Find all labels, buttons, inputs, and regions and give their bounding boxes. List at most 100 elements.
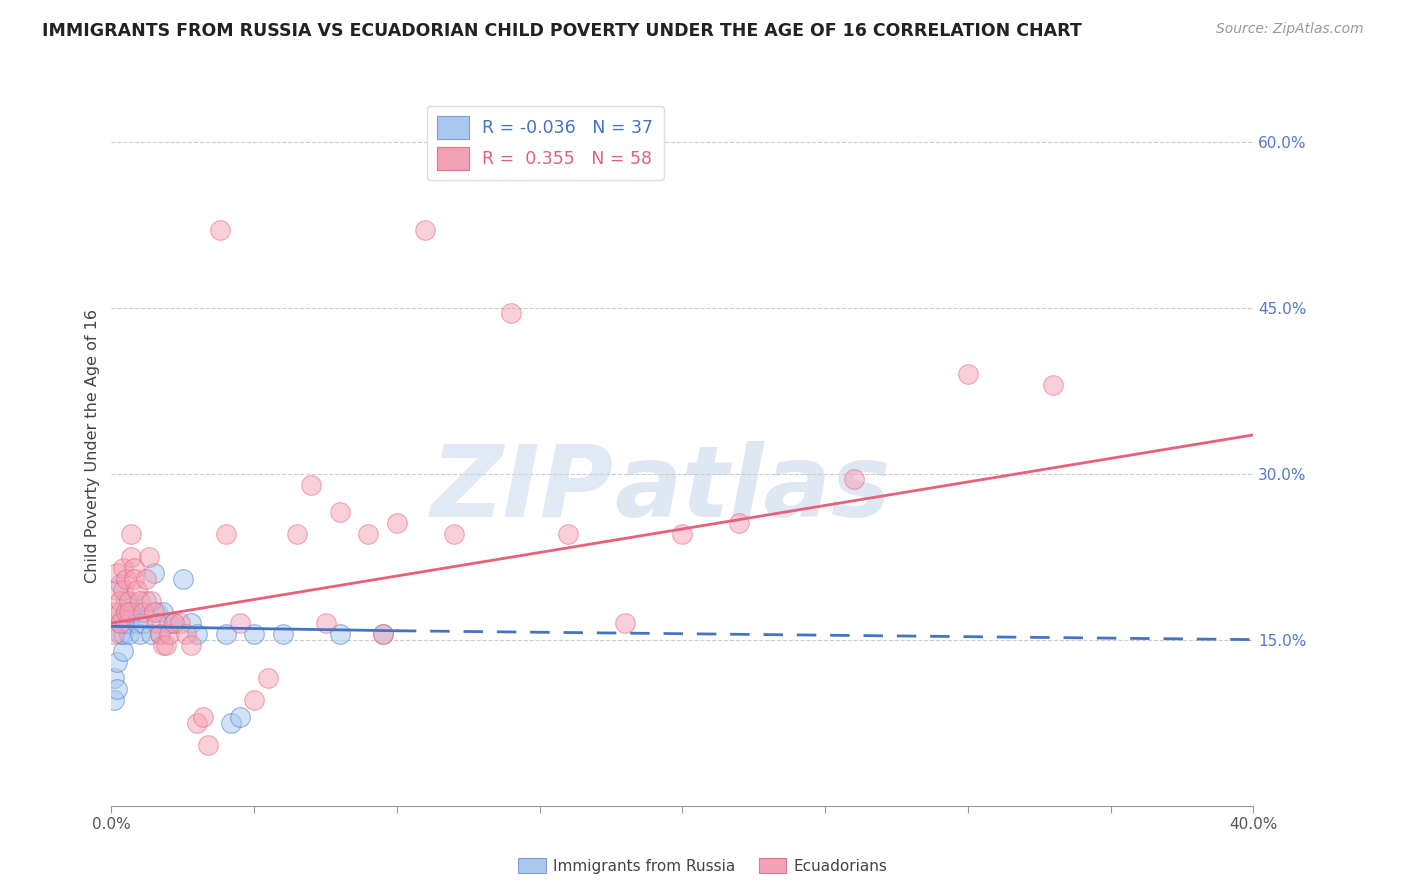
Point (169, 615, 191, 630)
Point (229, 615, 252, 630)
Point (114, 615, 136, 630)
Point (111, 627, 134, 641)
Point (299, 477, 322, 491)
Point (157, 615, 180, 630)
Point (163, 615, 186, 630)
Point (149, 627, 172, 641)
Point (138, 549, 160, 564)
Point (120, 549, 142, 564)
Point (108, 627, 131, 641)
Point (111, 643, 134, 657)
Point (111, 560, 134, 574)
Point (143, 605, 166, 619)
Point (1042, 378, 1064, 392)
Point (557, 527, 579, 541)
Point (191, 710, 214, 724)
Point (105, 682, 128, 697)
Point (257, 671, 280, 685)
Point (956, 367, 979, 381)
Point (111, 610, 134, 624)
Point (163, 615, 186, 630)
Point (614, 615, 637, 630)
Point (132, 615, 155, 630)
Y-axis label: Child Poverty Under the Age of 16: Child Poverty Under the Age of 16 (86, 309, 100, 583)
Point (117, 615, 139, 630)
Point (108, 605, 131, 619)
Point (135, 594, 157, 608)
Point (385, 516, 408, 531)
Point (129, 627, 152, 641)
Point (129, 594, 152, 608)
Point (371, 627, 394, 641)
Point (103, 627, 125, 641)
Point (141, 627, 163, 641)
Point (114, 594, 136, 608)
Point (143, 566, 166, 581)
Point (149, 627, 172, 641)
Point (415, 223, 437, 237)
Point (271, 627, 294, 641)
Point (214, 627, 236, 641)
Point (152, 638, 174, 652)
Point (105, 566, 128, 581)
Point (329, 505, 352, 519)
Point (152, 605, 174, 619)
Point (141, 594, 163, 608)
Legend: Immigrants from Russia, Ecuadorians: Immigrants from Russia, Ecuadorians (512, 852, 894, 880)
Point (157, 627, 180, 641)
Point (329, 627, 352, 641)
Point (371, 627, 394, 641)
Point (117, 594, 139, 608)
Point (180, 638, 202, 652)
Point (111, 582, 134, 597)
Point (146, 605, 169, 619)
Point (146, 615, 169, 630)
Point (214, 527, 236, 541)
Point (180, 615, 202, 630)
Point (103, 693, 125, 707)
Point (172, 572, 194, 586)
Point (103, 605, 125, 619)
Point (221, 715, 243, 730)
Point (186, 627, 208, 641)
Point (357, 527, 380, 541)
Point (208, 223, 231, 237)
Point (122, 572, 145, 586)
Point (728, 516, 751, 531)
Point (243, 627, 266, 641)
Point (443, 527, 465, 541)
Point (105, 655, 128, 669)
Point (120, 605, 142, 619)
Point (127, 582, 149, 597)
Point (108, 615, 131, 630)
Point (174, 627, 197, 641)
Point (229, 710, 252, 724)
Point (114, 605, 136, 619)
Point (243, 693, 266, 707)
Point (135, 572, 157, 586)
Point (122, 605, 145, 619)
Point (108, 615, 131, 630)
Point (132, 605, 155, 619)
Point (285, 527, 308, 541)
Legend: R = -0.036   N = 37, R =  0.355   N = 58: R = -0.036 N = 37, R = 0.355 N = 58 (427, 106, 664, 180)
Text: IMMIGRANTS FROM RUSSIA VS ECUADORIAN CHILD POVERTY UNDER THE AGE OF 16 CORRELATI: IMMIGRANTS FROM RUSSIA VS ECUADORIAN CHI… (42, 22, 1083, 40)
Point (155, 638, 177, 652)
Point (105, 582, 128, 597)
Point (127, 615, 149, 630)
Point (114, 572, 136, 586)
Point (671, 527, 693, 541)
Text: Source: ZipAtlas.com: Source: ZipAtlas.com (1216, 22, 1364, 37)
Point (197, 738, 219, 752)
Point (122, 560, 145, 574)
Point (499, 306, 522, 320)
Point (120, 527, 142, 541)
Point (186, 715, 208, 730)
Point (108, 577, 131, 591)
Point (103, 671, 125, 685)
Text: atlas: atlas (614, 441, 890, 538)
Text: ZIP: ZIP (430, 441, 614, 538)
Point (117, 627, 139, 641)
Point (108, 594, 131, 608)
Point (842, 472, 865, 486)
